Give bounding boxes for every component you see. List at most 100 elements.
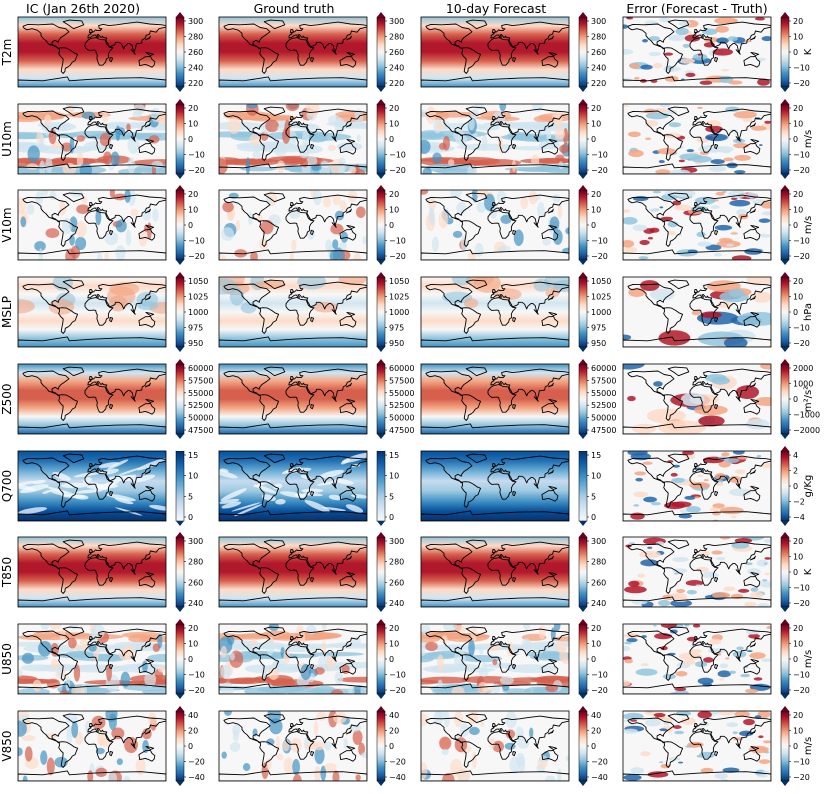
colorbar-tick-label: −20	[389, 758, 406, 767]
colorbar-tick-label: 260	[188, 578, 203, 587]
map-field	[18, 537, 166, 607]
row-t850: T850 300 280 260 240 300 280 260 240 300 280 260 240…	[0, 532, 814, 612]
colorbar-tick-label: 0	[591, 742, 596, 751]
colorbar-tick-label: 240	[188, 64, 203, 73]
colorbar-extend-bottom	[579, 260, 587, 265]
colorbar-tick-label: 2000	[793, 364, 813, 373]
colorbar-extend-bottom	[781, 434, 789, 439]
colorbar	[780, 103, 790, 175]
colorbar-tick-label: 300	[591, 17, 606, 26]
colorbar-extend-top	[377, 619, 385, 624]
colorbar-tick-label: 10	[389, 206, 399, 215]
colorbar-extend-bottom	[579, 174, 587, 179]
map-field	[18, 277, 166, 347]
unit-label: m/s	[803, 650, 814, 668]
panel-ic: 40 20 0 −20 −40	[17, 706, 205, 786]
colorbar-tick-label: 20	[188, 190, 198, 199]
colorbar-tick-label: 5	[188, 492, 193, 501]
panel-forecast: 1050 1025 1000 975 950	[420, 272, 611, 352]
colorbar-tick-label: 975	[591, 324, 606, 333]
map-frame	[420, 189, 570, 261]
colorbar	[780, 450, 790, 522]
colorbar	[578, 189, 588, 261]
colorbar-tick-label: 1050	[188, 277, 208, 286]
colorbar-tick-label: 260	[389, 578, 404, 587]
colorbar	[175, 276, 185, 348]
colorbar-tick-label: 50000	[188, 414, 213, 423]
colorbar-tick-label: −20	[389, 686, 406, 695]
colorbar-tick-label: 57500	[389, 376, 414, 385]
colorbar-tick-label: 20	[389, 104, 399, 113]
panel-error: 20 10 0 −10 −20 hPa	[622, 272, 814, 352]
colorbar-tick-label: −20	[793, 773, 810, 782]
row-q700: Q700 15 10 5 0 15 10 5 0 15 10 5 0 4 2 0 −2 −4 g/Kg	[0, 446, 814, 526]
colorbar-extend-top	[781, 619, 789, 624]
colorbar-tick-label: 280	[188, 558, 203, 567]
map-field	[18, 364, 166, 434]
panel-truth: 20 10 0 −10 −20	[218, 185, 406, 265]
colorbar-tick-label: −10	[793, 64, 810, 73]
colorbar-extend-bottom	[579, 607, 587, 612]
colorbar-tick-label: 57500	[591, 376, 616, 385]
colorbar-tick-label: −20	[188, 252, 205, 261]
colorbar-tick-label: 5	[389, 492, 394, 501]
colorbar-extend-bottom	[176, 434, 184, 439]
map-field	[18, 451, 166, 521]
colorbar-extend-bottom	[781, 174, 789, 179]
colorbar-extend-top	[377, 12, 385, 17]
colorbar-tick-label: 20	[793, 104, 803, 113]
colorbar-tick-label: 300	[188, 537, 203, 546]
colorbar-tick-label: 300	[591, 537, 606, 546]
colorbar-extend-top	[781, 99, 789, 104]
colorbar-tick-label: −10	[793, 758, 810, 767]
map-field	[623, 451, 771, 521]
colorbar-extend-bottom	[377, 521, 385, 526]
colorbar-tick-label: 0	[188, 135, 193, 144]
colorbar-tick-label: 20	[793, 711, 803, 720]
colorbar-tick-label: 10	[389, 640, 399, 649]
colorbar-tick-label: 0	[591, 135, 596, 144]
map-frame	[17, 16, 167, 88]
colorbar-tick-label: −2000	[793, 426, 820, 435]
map-field	[18, 624, 166, 694]
colorbar-extend-bottom	[579, 521, 587, 526]
colorbar-tick-label: −20	[793, 252, 810, 261]
map-frame	[622, 363, 772, 435]
colorbar-tick-label: 975	[389, 324, 404, 333]
colorbar-extend-top	[176, 12, 184, 17]
map-frame	[17, 710, 167, 782]
map-frame	[622, 103, 772, 175]
colorbar-tick-label: 0	[389, 742, 394, 751]
colorbar-extend-bottom	[176, 781, 184, 786]
colorbar-tick-label: 10	[793, 33, 803, 42]
colorbar-tick-label: 20	[188, 624, 198, 633]
map-field	[421, 17, 569, 87]
colorbar-extend-top	[579, 446, 587, 451]
row-u850: U850 20 10 0 −10 −20 20 10 0 −10 −20 20 10 0 −10 −20 20 1…	[0, 619, 814, 699]
colorbar-tick-label: 220	[188, 79, 203, 88]
colorbar-tick-label: −10	[389, 237, 406, 246]
map-frame	[17, 363, 167, 435]
colorbar-tick-label: −10	[591, 151, 608, 160]
row-label: T850	[0, 557, 14, 588]
colorbar	[780, 536, 790, 608]
colorbar-tick-label: 10	[793, 553, 803, 562]
colorbar-tick-label: 220	[389, 79, 404, 88]
colorbar-tick-label: 20	[389, 190, 399, 199]
colorbar-tick-label: −20	[793, 79, 810, 88]
colorbar-tick-label: 240	[591, 64, 606, 73]
colorbar-tick-label: 950	[188, 339, 203, 348]
colorbar-tick-label: 47500	[389, 426, 414, 435]
colorbar-tick-label: −20	[188, 758, 205, 767]
colorbar-tick-label: 15	[389, 451, 399, 460]
map-field	[623, 364, 771, 434]
colorbar-tick-label: 1000	[188, 308, 208, 317]
map-field	[421, 451, 569, 521]
map-field	[421, 711, 569, 781]
colorbar	[780, 363, 790, 435]
colorbar-tick-label: 20	[793, 190, 803, 199]
colorbar-tick-label: 20	[793, 537, 803, 546]
map-frame	[218, 103, 368, 175]
panel-error: 2000 1000 0 −1000 −2000 m²/s²	[622, 359, 820, 439]
